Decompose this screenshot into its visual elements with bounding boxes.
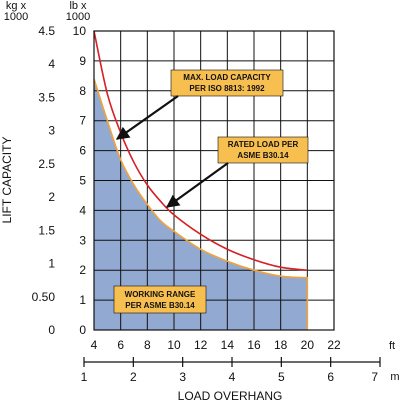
max-load-callout: MAX. LOAD CAPACITY PER ISO 8813: 1992 [115, 69, 284, 140]
x-primary-tick-label: 18 [274, 338, 288, 352]
y-primary-unit-line2: 1000 [66, 11, 90, 23]
y-secondary-tick-label: 0 [48, 323, 55, 337]
y-primary-tick-label: 8 [79, 84, 86, 98]
rated-load-line [93, 78, 309, 330]
max-load-callout-line1: MAX. LOAD CAPACITY [183, 73, 271, 82]
x-primary-unit: ft [389, 340, 395, 352]
x-secondary-tick-label: 1 [81, 370, 88, 384]
working-range-callout-line2: PER ASME B30.14 [125, 301, 195, 310]
rated-load-callout: RATED LOAD PER ASME B30.14 [165, 136, 309, 208]
x-primary-tick-label: 8 [144, 338, 151, 352]
y-primary-tick-label: 6 [79, 144, 86, 158]
x-primary-tick-label: 10 [167, 338, 181, 352]
x-primary-tick-label: 4 [91, 338, 98, 352]
rated-load-callout-line2: ASME B30.14 [237, 151, 289, 160]
max-load-callout-line2: PER ISO 8813: 1992 [189, 84, 265, 93]
y-primary-tick-label: 9 [79, 54, 86, 68]
working-range-callout: WORKING RANGE PER ASME B30.14 [113, 285, 207, 314]
rated-load-callout-box [217, 136, 309, 164]
y-secondary-tick-label: 3.5 [38, 90, 55, 104]
x-secondary-tick-label: 7 [371, 370, 378, 384]
y-primary-tick-label: 10 [73, 24, 87, 38]
x-secondary-tick-label: 3 [179, 370, 186, 384]
y-secondary-tick-label: 1.5 [38, 223, 55, 237]
y-secondary-tick-label: 4.5 [38, 24, 55, 38]
x-secondary-unit: m [390, 371, 399, 383]
x-axis-title: LOAD OVERHANG [178, 389, 283, 403]
y-secondary-tick-labels: 0 0.50 1 1.5 2 2.5 3 3.5 4 4.5 [32, 24, 56, 337]
y-primary-tick-label: 3 [79, 233, 86, 247]
y-primary-tick-label: 1 [79, 293, 86, 307]
y-primary-tick-label: 0 [79, 323, 86, 337]
x-primary-tick-label: 12 [194, 338, 208, 352]
y-secondary-tick-label: 1 [48, 257, 55, 271]
x-primary-tick-label: 6 [117, 338, 124, 352]
y-secondary-tick-label: 0.50 [32, 290, 56, 304]
y-primary-tick-label: 4 [79, 203, 86, 217]
y-primary-tick-labels: 0 1 2 3 4 5 6 7 8 9 10 [73, 24, 87, 337]
x-primary-tick-labels: 4 6 8 10 12 14 16 18 20 22 [91, 338, 341, 352]
y-primary-unit-line1: lb x [69, 0, 87, 12]
x-primary-tick-label: 20 [301, 338, 315, 352]
y-axis-title: LIFT CAPACITY [0, 137, 14, 224]
x-secondary-tick-label: 5 [278, 370, 285, 384]
y-secondary-tick-label: 2.5 [38, 157, 55, 171]
x-primary-tick-label: 22 [327, 338, 341, 352]
y-primary-tick-label: 5 [79, 174, 86, 188]
rated-load-callout-line1: RATED LOAD PER [228, 140, 299, 149]
x-primary-tick-label: 16 [247, 338, 261, 352]
y-primary-tick-label: 2 [79, 263, 86, 277]
working-range-callout-box [113, 285, 207, 314]
y-secondary-tick-label: 2 [48, 190, 55, 204]
y-secondary-unit-line1: kg x [6, 0, 27, 12]
working-range-callout-line1: WORKING RANGE [125, 290, 196, 299]
y-secondary-tick-label: 3 [48, 124, 55, 138]
y-secondary-unit-line2: 1000 [4, 11, 28, 23]
x-secondary-axis: 1 2 3 4 5 6 7 [81, 357, 381, 384]
x-secondary-tick-label: 2 [130, 370, 137, 384]
rated-load-arrow [165, 162, 229, 208]
plot-frame [93, 30, 335, 331]
y-primary-tick-label: 7 [79, 114, 86, 128]
y-secondary-tick-label: 4 [48, 57, 55, 71]
max-load-arrow [115, 95, 179, 140]
max-load-callout-box [170, 69, 284, 97]
max-load-capacity-line [93, 30, 308, 271]
x-primary-tick-label: 14 [221, 338, 235, 352]
x-secondary-tick-label: 6 [327, 370, 334, 384]
x-secondary-tick-label: 4 [229, 370, 236, 384]
